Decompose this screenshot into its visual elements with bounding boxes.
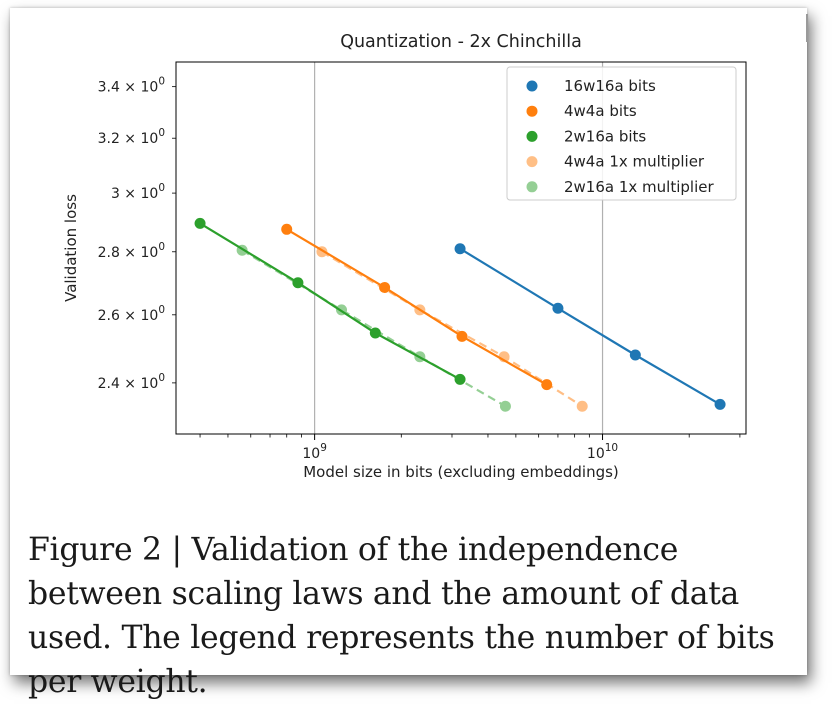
data-point: [379, 281, 391, 293]
data-point: [292, 277, 304, 289]
y-axis: 3.4 × 100 3.2 × 100 3 × 100 2.8 × 100 2.6 × …: [98, 76, 176, 392]
y-tick-label: 3 × 100: [111, 182, 165, 202]
data-point: [714, 398, 726, 410]
series-16w16a-bits: [454, 243, 726, 410]
legend-label: 4w4a bits: [564, 102, 637, 120]
y-tick-label: 2.6 × 100: [98, 304, 165, 324]
series-line: [199, 222, 461, 381]
legend-frame: [506, 66, 737, 201]
data-point: [456, 330, 468, 342]
data-point: [454, 243, 466, 255]
legend-marker: [526, 181, 538, 193]
chart-title: Quantization - 2x Chinchilla: [340, 32, 582, 52]
legend: 16w16a bits 4w4a bits 2w16a bits 4w4a 1x mu…: [506, 66, 737, 201]
y-tick-label: 2.4 × 100: [98, 372, 165, 392]
x-tick-label: 1010: [587, 442, 618, 462]
legend-label: 16w16a bits: [564, 77, 656, 95]
legend-label: 2w16a 1x multiplier: [564, 178, 714, 196]
data-point: [552, 302, 564, 314]
y-tick-label: 2.8 × 100: [98, 241, 165, 261]
data-point: [576, 400, 588, 412]
series-layer: [194, 217, 726, 412]
chart: Quantization - 2x Chinchilla 109 1010 3.4…: [62, 32, 747, 481]
x-axis-label: Model size in bits (excluding embeddings…: [303, 463, 619, 481]
data-point: [369, 327, 381, 339]
x-tick-label: 109: [302, 442, 327, 462]
data-point: [541, 379, 553, 391]
plot-frame: [175, 61, 747, 435]
data-point: [281, 223, 293, 235]
x-axis: 109 1010: [199, 434, 741, 462]
legend-marker: [526, 130, 538, 142]
series-2w16a-bits: [194, 217, 466, 385]
legend-marker: [526, 156, 538, 168]
figure-card: Quantization - 2x Chinchilla 109 1010 3.4…: [10, 8, 807, 700]
legend-marker: [526, 80, 538, 92]
legend-label: 4w4a 1x multiplier: [564, 153, 705, 171]
y-axis-label: Validation loss: [62, 194, 80, 302]
legend-marker: [526, 105, 538, 117]
y-tick-label: 3.4 × 100: [98, 76, 165, 96]
y-tick-label: 3.2 × 100: [98, 127, 165, 147]
data-point: [454, 373, 466, 385]
figure-caption: Figure 2 | Validation of the independenc…: [28, 532, 775, 700]
series-4w4a-bits: [281, 223, 553, 391]
legend-label: 2w16a bits: [564, 127, 646, 145]
data-point: [194, 217, 206, 229]
data-point: [499, 400, 511, 412]
series-line: [286, 228, 548, 386]
data-point: [629, 349, 641, 361]
series-line: [459, 247, 721, 406]
window-edge-mark: [806, 14, 808, 42]
